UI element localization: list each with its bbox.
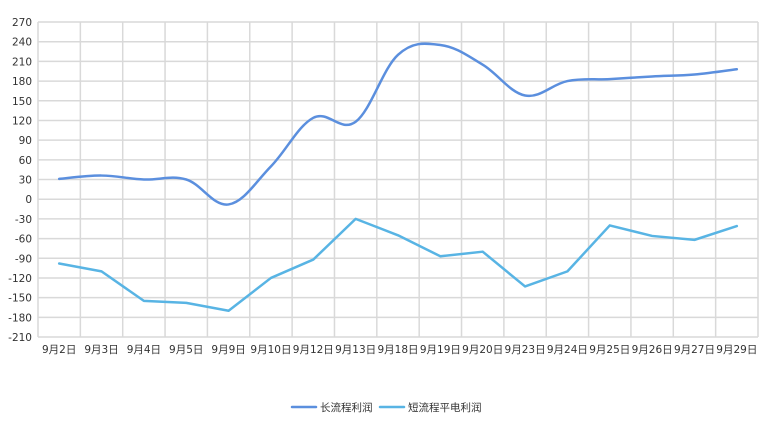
y-tick-label: 270: [12, 17, 32, 29]
x-tick-label: 9月13日: [335, 344, 376, 356]
data-point: [100, 174, 104, 178]
data-point: [311, 116, 315, 120]
data-point: [269, 276, 273, 280]
data-point: [692, 238, 696, 242]
y-tick-label: -90: [15, 253, 32, 265]
x-tick-label: 9月5日: [169, 344, 203, 356]
y-tick-label: 210: [12, 56, 32, 68]
y-tick-label: 30: [19, 175, 32, 187]
x-tick-label: 9月25日: [589, 344, 630, 356]
data-point: [438, 254, 442, 258]
x-tick-label: 9月24日: [547, 344, 588, 356]
data-point: [735, 224, 739, 228]
data-point: [735, 67, 739, 71]
data-point: [57, 262, 61, 266]
data-point: [311, 258, 315, 262]
data-point: [608, 223, 612, 227]
x-tick-label: 9月2日: [42, 344, 76, 356]
legend-label: 短流程平电利润: [408, 401, 482, 414]
x-axis-ticks: 9月2日 9月3日 9月4日 9月5日 9月9日 9月10日 9月12日 9月13日 9月18日…: [42, 344, 757, 356]
data-point: [269, 164, 273, 168]
x-tick-label: 9月12日: [293, 344, 334, 356]
legend-item-0[interactable]: 长流程利润: [290, 401, 373, 414]
data-point: [565, 269, 569, 273]
y-tick-label: 0: [25, 194, 32, 206]
data-point: [565, 79, 569, 83]
legend-item-1[interactable]: 短流程平电利润: [378, 401, 482, 414]
x-tick-label: 9月4日: [127, 344, 161, 356]
data-point: [142, 178, 146, 182]
grid: [37, 21, 759, 338]
y-tick-label: 240: [12, 37, 32, 49]
series-line-0: [57, 42, 739, 206]
y-tick-label: 150: [12, 96, 32, 108]
data-point: [650, 74, 654, 78]
y-tick-label: -150: [8, 293, 32, 305]
legend-label: 长流程利润: [320, 401, 373, 414]
legend: 长流程利润 短流程平电利润: [290, 401, 482, 414]
data-point: [184, 301, 188, 305]
data-point: [354, 217, 358, 221]
y-tick-label: -120: [8, 273, 32, 285]
y-tick-label: -180: [8, 312, 32, 324]
data-point: [608, 77, 612, 81]
x-tick-label: 9月23日: [505, 344, 546, 356]
data-point: [396, 53, 400, 57]
data-point: [438, 43, 442, 47]
series-line-1: [57, 217, 739, 312]
x-tick-label: 9月18日: [377, 344, 418, 356]
series-lines: [57, 42, 739, 313]
x-tick-label: 9月19日: [420, 344, 461, 356]
data-point: [523, 284, 527, 288]
y-tick-label: -60: [15, 234, 32, 246]
data-point: [184, 178, 188, 182]
x-tick-label: 9月26日: [632, 344, 673, 356]
x-tick-label: 9月27日: [674, 344, 715, 356]
data-point: [227, 309, 231, 313]
data-point: [227, 202, 231, 206]
y-tick-label: 60: [19, 155, 32, 167]
data-point: [396, 233, 400, 237]
x-tick-label: 9月10日: [250, 344, 291, 356]
data-point: [692, 73, 696, 77]
data-point: [523, 94, 527, 98]
data-point: [481, 250, 485, 254]
y-tick-label: -210: [8, 332, 32, 344]
data-point: [481, 63, 485, 67]
y-tick-label: 180: [12, 76, 32, 88]
x-tick-label: 9月20日: [462, 344, 503, 356]
x-tick-label: 9月3日: [84, 344, 118, 356]
y-tick-label: -30: [15, 214, 32, 226]
y-tick-label: 90: [19, 135, 32, 147]
data-point: [354, 120, 358, 124]
y-axis-ticks: 270 240 210 180 150 120 90 60 30 0 -30 -60 -90 -120 -1…: [8, 17, 32, 344]
y-tick-label: 120: [12, 115, 32, 127]
x-tick-label: 9月29日: [716, 344, 757, 356]
data-point: [650, 234, 654, 238]
data-point: [100, 269, 104, 273]
data-point: [142, 299, 146, 303]
x-tick-label: 9月9日: [211, 344, 245, 356]
data-point: [57, 177, 61, 181]
